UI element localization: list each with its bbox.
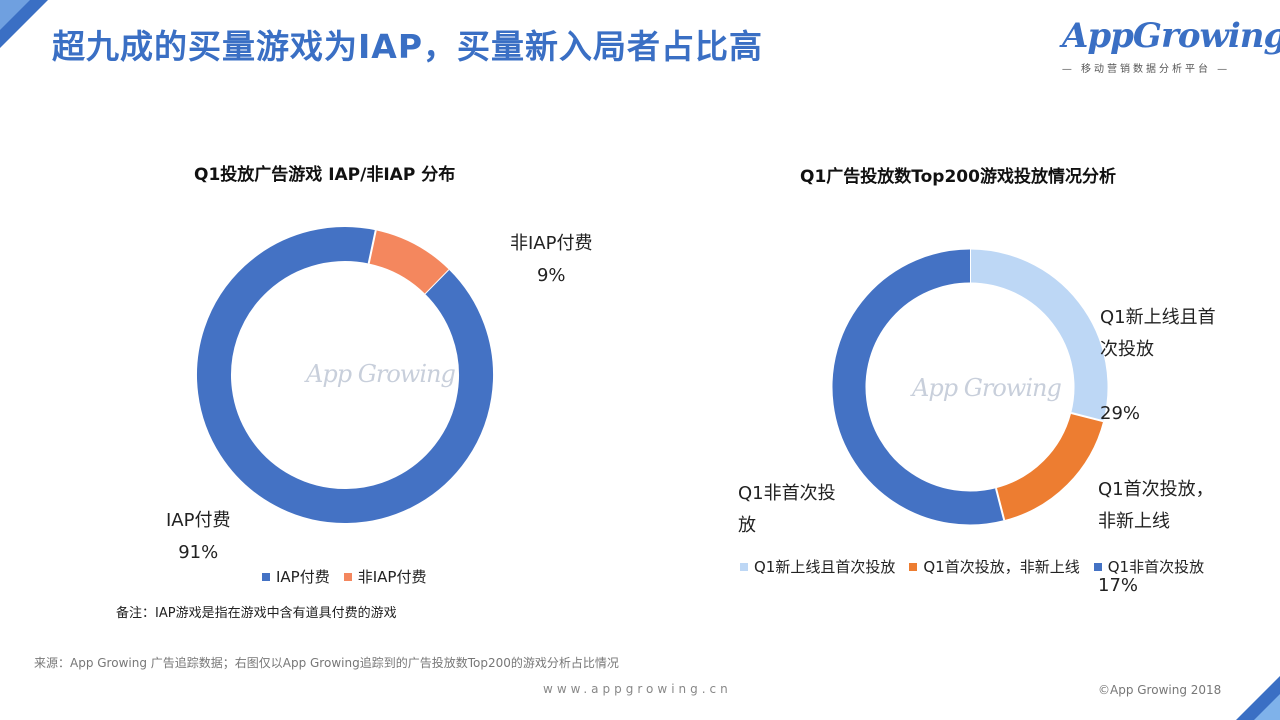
slice-label-non-iap-name: 非IAP付费	[510, 233, 593, 254]
slice-label-new-first-name: Q1新上线且首 次投放	[1100, 307, 1216, 360]
legend-item-iap: IAP付费	[262, 566, 330, 587]
slice-label-first-not-new-name: Q1首次投放， 非新上线	[1098, 479, 1214, 532]
legend-swatch-new-first	[740, 562, 748, 571]
slice-non-iap	[368, 230, 449, 294]
slice-label-new-first-value: 29%	[1100, 403, 1141, 424]
legend-item-not-first: Q1非首次投放	[1093, 556, 1205, 577]
slice-iap	[197, 227, 493, 523]
watermark-right: App Growing	[912, 374, 1062, 402]
slice-first-not-new-separator	[1070, 412, 1104, 423]
slice-non-iap-separator	[367, 230, 377, 264]
legend-right: Q1新上线且首次投放 Q1首次投放，非新上线 Q1非首次投放	[740, 556, 1204, 577]
chart-title-right: Q1广告投放数Top200游戏投放情况分析	[800, 167, 1116, 187]
slice-not-first	[832, 249, 1005, 525]
legend-item-non-iap: 非IAP付费	[343, 566, 427, 587]
slice-label-new-first: Q1新上线且首 次投放 29%	[1100, 270, 1216, 462]
brand-tagline: — 移动营销数据分析平台 —	[1061, 64, 1231, 75]
legend-swatch-not-first	[1093, 562, 1102, 571]
legend-left: IAP付费 非IAP付费	[262, 566, 426, 587]
legend-item-new-first: Q1新上线且首次投放	[740, 556, 895, 577]
slice-first-not-new	[995, 412, 1104, 521]
slice-label-not-first: Q1非首次投 放	[738, 446, 836, 574]
website-link[interactable]: www.appgrowing.cn	[543, 682, 732, 696]
legend-label-iap: IAP付费	[276, 568, 330, 586]
page-title: 超九成的买量游戏为IAP，买量新入局者占比高	[52, 27, 764, 66]
legend-label-new-first: Q1新上线且首次投放	[754, 558, 896, 576]
corner-decoration-light	[0, 0, 30, 30]
legend-swatch-non-iap	[343, 572, 352, 581]
slice-label-non-iap-value: 9%	[536, 265, 566, 286]
legend-item-first-not-new: Q1首次投放，非新上线	[909, 556, 1080, 577]
watermark-left: App Growing	[306, 360, 456, 388]
chart-title-left: Q1投放广告游戏 IAP/非IAP 分布	[194, 165, 456, 185]
legend-label-first-not-new: Q1首次投放，非新上线	[923, 558, 1080, 576]
legend-label-not-first: Q1非首次投放	[1107, 558, 1205, 576]
slice-label-iap: IAP付费 91%	[166, 505, 230, 569]
source-text: 来源：App Growing 广告追踪数据；右图仅以App Growing追踪到…	[34, 656, 619, 670]
slice-label-not-first-name: Q1非首次投 放	[738, 483, 836, 536]
legend-swatch-iap	[262, 572, 270, 581]
corner-decoration-bottom-light	[1254, 694, 1280, 720]
brand-logo: AppGrowing — 移动营销数据分析平台 —	[1058, 14, 1280, 78]
legend-swatch-first-not-new	[909, 562, 918, 571]
slice-not-first-separator	[995, 487, 1006, 521]
slice-label-first-not-new-value: 17%	[1098, 575, 1139, 596]
slice-new-first	[969, 249, 1108, 422]
footnote: 备注：IAP游戏是指在游戏中含有道具付费的游戏	[116, 606, 397, 621]
legend-label-non-iap: 非IAP付费	[357, 568, 427, 586]
copyright: ©App Growing 2018	[1098, 683, 1222, 697]
slice-label-iap-value: 91%	[178, 542, 219, 563]
slice-label-iap-name: IAP付费	[166, 510, 231, 531]
slice-label-first-not-new: Q1首次投放， 非新上线 17%	[1098, 442, 1214, 634]
slice-label-non-iap: 非IAP付费 9%	[510, 228, 592, 292]
brand-name: AppGrowing	[1062, 16, 1280, 56]
